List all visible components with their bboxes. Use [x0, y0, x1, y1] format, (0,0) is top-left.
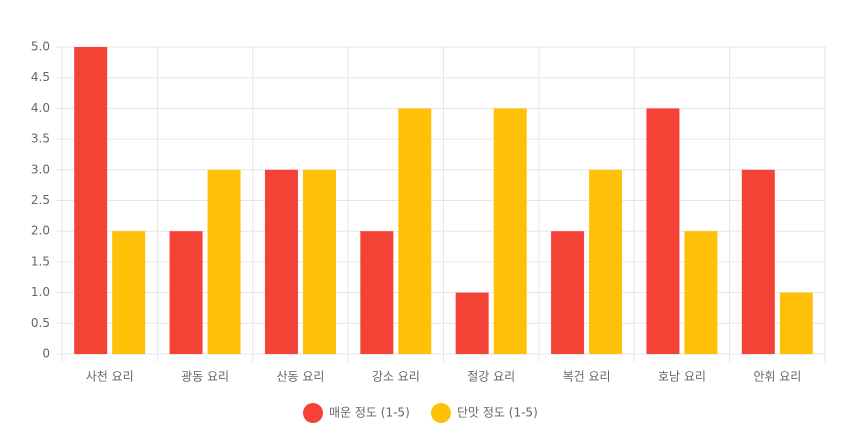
legend-label: 단맛 정도 (1-5): [457, 406, 538, 420]
legend-label: 매운 정도 (1-5): [329, 406, 410, 420]
y-tick-label: 1.5: [31, 254, 50, 268]
bar: [74, 47, 108, 354]
x-tick-label: 광동 요리: [181, 370, 229, 384]
y-tick-label: 2.5: [31, 193, 50, 207]
y-tick-label: 4.0: [31, 101, 50, 115]
y-tick-label: 0.5: [31, 316, 50, 330]
x-tick-label: 절강 요리: [467, 370, 515, 384]
x-tick-label: 산동 요리: [276, 370, 324, 384]
legend-swatch: [303, 403, 323, 423]
y-tick-label: 2.0: [31, 224, 50, 238]
bar: [646, 108, 680, 355]
bar: [455, 292, 489, 354]
bar: [741, 169, 775, 354]
y-tick-label: 4.5: [31, 70, 50, 84]
y-tick-label: 5.0: [31, 40, 50, 54]
y-tick-label: 3.5: [31, 132, 50, 146]
legend-swatch: [431, 403, 451, 423]
y-tick-label: 1.0: [31, 285, 50, 299]
x-tick-label: 복건 요리: [563, 370, 611, 384]
bar: [169, 231, 203, 354]
bar: [112, 231, 146, 354]
x-tick-label: 안휘 요리: [753, 370, 801, 384]
x-tick-label: 사천 요리: [86, 369, 134, 384]
bar: [779, 292, 813, 354]
bar: [493, 108, 527, 355]
bar: [398, 108, 432, 355]
bar: [207, 169, 241, 354]
x-tick-label: 호남 요리: [658, 370, 706, 384]
bar: [684, 231, 718, 354]
bar: [551, 231, 585, 354]
y-tick-label: 0: [42, 347, 50, 361]
bar: [360, 231, 394, 354]
bar: [264, 169, 298, 354]
y-tick-label: 3.0: [31, 162, 50, 176]
bar: [589, 169, 623, 354]
x-tick-label: 강소 요리: [372, 370, 420, 384]
bar: [302, 169, 336, 354]
